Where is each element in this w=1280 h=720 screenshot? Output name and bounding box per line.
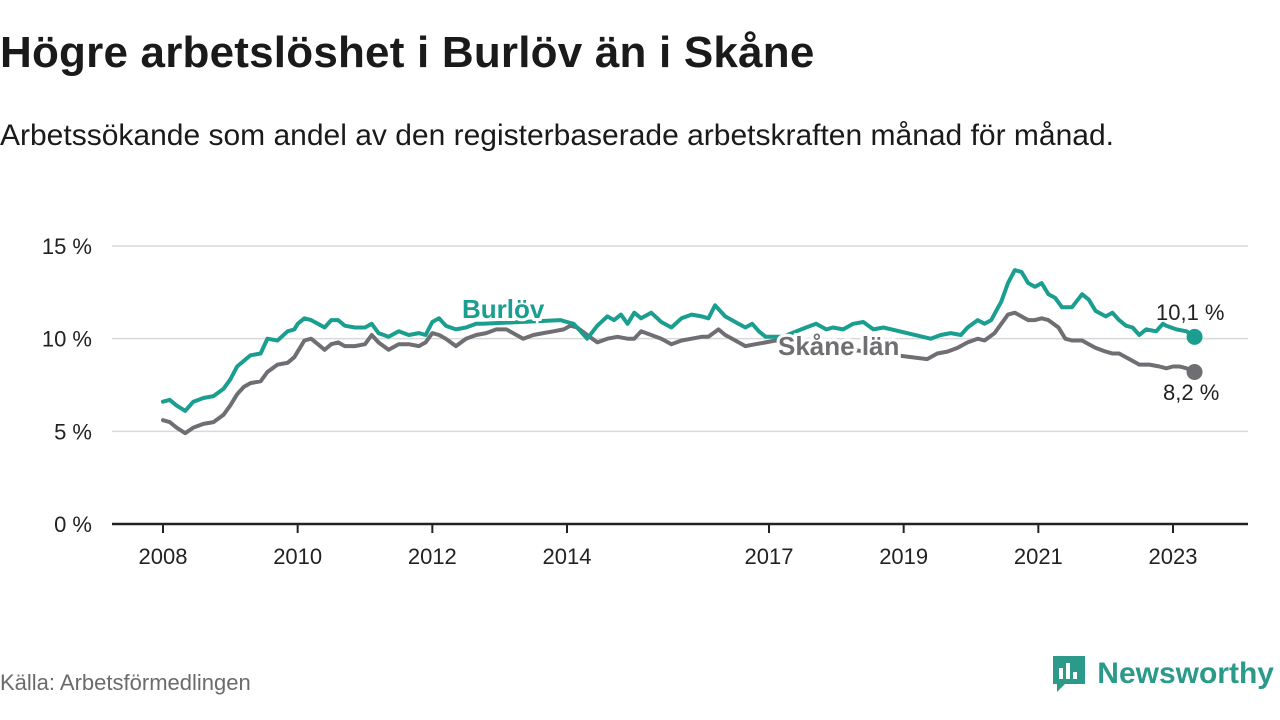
series-labels: Burlöv Skåne län 10,1 % 8,2 % [459,291,1225,405]
y-tick-label: 10 % [42,327,92,352]
x-tick-label: 2023 [1149,544,1198,569]
x-tick-label: 2021 [1014,544,1063,569]
chart-title: Högre arbetslöshet i Burlöv än i Skåne [0,28,815,77]
x-tick-label: 2019 [879,544,928,569]
series-lines [161,268,1203,436]
end-point-skane-lan [1186,364,1203,381]
gridlines [112,245,1248,526]
brand-name: Newsworthy [1097,657,1274,690]
y-tick-label: 0 % [54,512,92,537]
x-tick-label: 2010 [273,544,322,569]
y-axis-ticks: 0 % 5 % 10 % 15 % [42,234,92,537]
y-tick-label: 5 % [54,419,92,444]
chart-subtitle: Arbetssökande som andel av den registerb… [0,119,1114,152]
series-line-burlov [161,268,1197,413]
x-tick-label: 2014 [543,544,592,569]
end-label-skane-lan: 8,2 % [1163,380,1219,405]
x-tick-label: 2008 [139,544,188,569]
newsworthy-logo-icon [1053,656,1086,692]
end-label-burlov: 10,1 % [1156,300,1225,325]
source-note: Källa: Arbetsförmedlingen [0,670,251,695]
end-point-burlov [1186,328,1203,345]
x-axis-ticks: 2008 2010 2012 2014 2017 2019 2021 2023 [139,524,1198,569]
series-line-skane-lan [161,310,1197,436]
series-label-skane-lan: Skåne län [778,331,899,361]
x-tick-label: 2017 [745,544,794,569]
brand-logo: Newsworthy [1051,654,1274,694]
series-label-burlov: Burlöv [462,294,545,324]
x-tick-label: 2012 [408,544,457,569]
y-tick-label: 15 % [42,234,92,259]
